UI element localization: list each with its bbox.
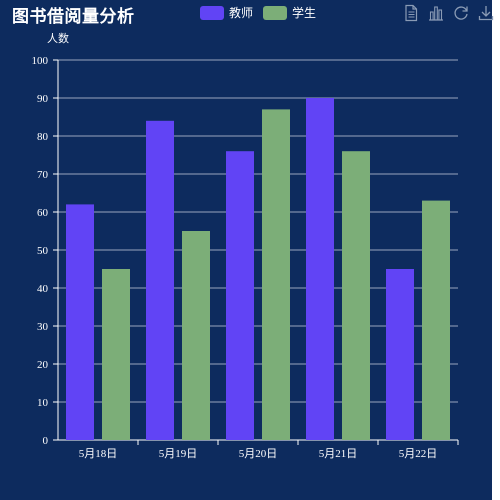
legend-item-teacher[interactable]: 教师 (200, 4, 253, 21)
chart-title: 图书借阅量分析 (12, 7, 135, 27)
bar-student[interactable] (342, 151, 370, 440)
legend-label-student: 学生 (292, 6, 317, 20)
x-tick-label: 5月22日 (399, 448, 438, 460)
download-icon[interactable] (477, 4, 495, 22)
legend: 教师 学生 (200, 4, 316, 21)
x-tick-label: 5月21日 (319, 448, 358, 460)
legend-swatch-student (263, 5, 288, 20)
x-tick-label: 5月19日 (159, 448, 198, 460)
y-tick-label: 80 (37, 131, 49, 143)
bar-chart-icon[interactable] (427, 4, 445, 22)
legend-swatch-teacher (200, 5, 224, 20)
refresh-icon[interactable] (452, 4, 470, 22)
bar-student[interactable] (102, 269, 130, 440)
legend-item-student[interactable]: 学生 (263, 4, 316, 21)
y-tick-label: 90 (37, 93, 49, 105)
file-text-icon[interactable] (402, 4, 420, 22)
x-tick-label: 5月18日 (79, 448, 118, 460)
bar-teacher[interactable] (386, 269, 414, 440)
y-axis-title: 人数 (47, 32, 69, 45)
bar-student[interactable] (422, 200, 450, 440)
bar-student[interactable] (262, 109, 290, 441)
bar-teacher[interactable] (306, 98, 334, 440)
legend-label-teacher: 教师 (229, 6, 254, 20)
bar-teacher[interactable] (146, 120, 174, 441)
y-tick-label: 30 (37, 321, 49, 333)
y-tick-label: 70 (37, 169, 49, 181)
y-tick-label: 50 (37, 245, 49, 257)
y-tick-label: 100 (32, 55, 49, 67)
y-tick-label: 20 (37, 359, 49, 371)
x-tick-label: 5月20日 (239, 448, 278, 460)
bar-student[interactable] (182, 231, 210, 440)
y-tick-label: 10 (37, 397, 49, 409)
toolbox (402, 4, 495, 22)
bar-teacher[interactable] (66, 204, 94, 440)
y-tick-label: 0 (43, 435, 49, 447)
y-tick-label: 60 (37, 207, 49, 219)
bar-teacher[interactable] (226, 151, 254, 440)
y-tick-label: 40 (37, 283, 49, 295)
